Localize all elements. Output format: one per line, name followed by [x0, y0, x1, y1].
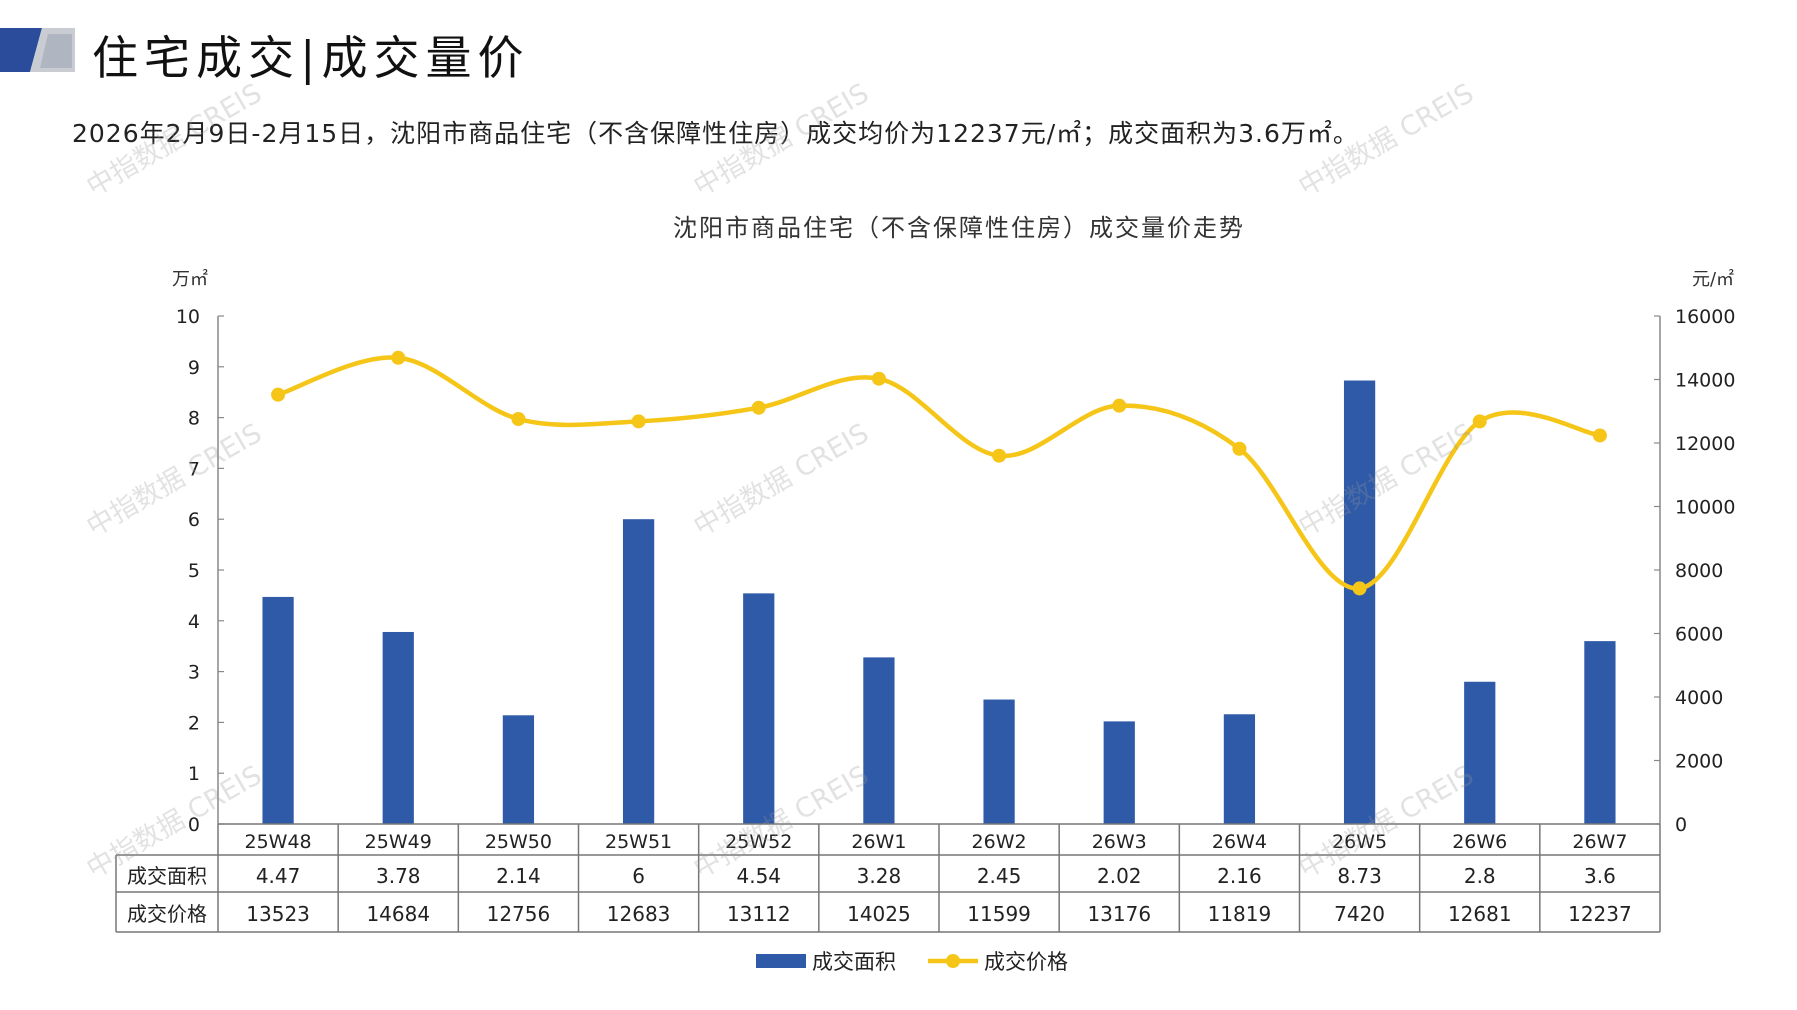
right-tick-label: 14000 [1675, 370, 1735, 392]
price-point-26W7 [1592, 428, 1607, 443]
bar-area-26W1 [863, 657, 895, 824]
logo-mid-shape [40, 34, 72, 68]
price-point-25W52 [751, 400, 766, 415]
category-label: 25W51 [605, 831, 672, 853]
table-area-value: 2.16 [1217, 864, 1262, 888]
bar-area-25W50 [502, 715, 535, 824]
price-point-26W5 [1352, 581, 1367, 596]
right-tick-label: 0 [1675, 814, 1687, 836]
chart-title: 沈阳市商品住宅（不含保障性住房）成交量价走势 [673, 214, 1245, 242]
right-tick-label: 16000 [1675, 306, 1735, 328]
category-label: 25W52 [725, 831, 792, 853]
bar-area-25W48 [262, 596, 294, 824]
table-price-value: 12237 [1568, 902, 1632, 926]
category-label: 26W5 [1332, 831, 1387, 853]
category-label: 26W7 [1572, 831, 1627, 853]
table-area-value: 2.02 [1097, 864, 1142, 888]
price-point-25W48 [271, 387, 286, 402]
left-tick-label: 0 [188, 814, 200, 836]
table-area-value: 2.8 [1464, 864, 1496, 888]
category-label: 26W4 [1212, 831, 1267, 853]
table-area-value: 4.47 [256, 864, 301, 888]
left-tick-label: 2 [188, 712, 200, 734]
bar-area-25W49 [382, 631, 414, 824]
legend-swatch-price-dot [946, 954, 960, 968]
left-tick-label: 8 [188, 408, 200, 430]
table-area-value: 8.73 [1337, 864, 1382, 888]
left-tick-label: 10 [176, 306, 200, 328]
price-point-25W49 [391, 350, 406, 365]
left-tick-label: 4 [188, 611, 200, 633]
table-area-value: 3.6 [1584, 864, 1616, 888]
right-tick-label: 6000 [1675, 624, 1723, 646]
table-area-value: 2.14 [496, 864, 541, 888]
left-tick-label: 1 [188, 763, 200, 785]
table-area-value: 3.28 [857, 864, 902, 888]
legend-swatch-area [756, 954, 806, 968]
table-area-value: 2.45 [977, 864, 1022, 888]
bar-area-26W3 [1103, 721, 1135, 824]
table-price-value: 13176 [1087, 902, 1151, 926]
bar-area-26W6 [1464, 681, 1496, 824]
category-label: 26W2 [972, 831, 1027, 853]
table-price-value: 12756 [487, 902, 551, 926]
price-point-26W2 [992, 448, 1007, 463]
table-area-value: 4.54 [736, 864, 781, 888]
left-tick-label: 3 [188, 662, 200, 684]
bar-area-26W2 [983, 699, 1015, 824]
category-label: 26W3 [1092, 831, 1147, 853]
right-axis-unit: 元/㎡ [1692, 268, 1734, 290]
logo-dark-shape [0, 28, 42, 72]
left-tick-label: 5 [188, 560, 200, 582]
bar-area-26W5 [1343, 380, 1376, 824]
left-tick-label: 6 [188, 509, 200, 531]
category-label: 26W1 [851, 831, 906, 853]
page-title: 住宅成交|成交量价 [92, 31, 530, 85]
brand-logo [0, 28, 75, 72]
right-tick-label: 10000 [1675, 497, 1735, 519]
left-axis-unit: 万㎡ [172, 268, 208, 290]
table-price-value: 13112 [727, 902, 791, 926]
price-point-26W3 [1112, 398, 1127, 413]
bar-area-25W52 [743, 593, 775, 824]
right-tick-label: 8000 [1675, 560, 1723, 582]
table-row-header-price: 成交价格 [127, 902, 207, 926]
right-tick-label: 4000 [1675, 687, 1723, 709]
category-label: 25W48 [245, 831, 312, 853]
table-area-value: 3.78 [376, 864, 421, 888]
left-tick-label: 7 [188, 458, 200, 480]
price-point-26W4 [1232, 441, 1247, 456]
right-tick-label: 2000 [1675, 751, 1723, 773]
table-price-value: 12681 [1448, 902, 1512, 926]
table-price-value: 11819 [1208, 902, 1272, 926]
left-tick-label: 9 [188, 357, 200, 379]
price-point-26W1 [871, 371, 886, 386]
legend-label-area: 成交面积 [812, 950, 896, 974]
table-price-value: 13523 [246, 902, 310, 926]
table-price-value: 14684 [366, 902, 430, 926]
table-area-value: 6 [632, 864, 645, 888]
table-price-value: 14025 [847, 902, 911, 926]
category-label: 25W49 [365, 831, 432, 853]
summary-text: 2026年2月9日-2月15日，沈阳市商品住宅（不含保障性住房）成交均价为122… [72, 119, 1359, 148]
price-point-25W50 [511, 411, 526, 426]
table-price-value: 12683 [607, 902, 671, 926]
bar-area-25W51 [622, 519, 655, 824]
bar-area-26W4 [1223, 714, 1256, 824]
right-tick-label: 12000 [1675, 433, 1735, 455]
price-point-25W51 [631, 414, 646, 429]
price-line [277, 355, 1601, 591]
category-label: 26W6 [1452, 831, 1507, 853]
table-price-value: 7420 [1334, 902, 1385, 926]
table-row-header-area: 成交面积 [127, 864, 207, 888]
bar-area-26W7 [1584, 641, 1616, 824]
price-point-26W6 [1472, 414, 1487, 429]
table-price-value: 11599 [967, 902, 1031, 926]
category-label: 25W50 [485, 831, 552, 853]
legend-label-price: 成交价格 [984, 950, 1068, 974]
